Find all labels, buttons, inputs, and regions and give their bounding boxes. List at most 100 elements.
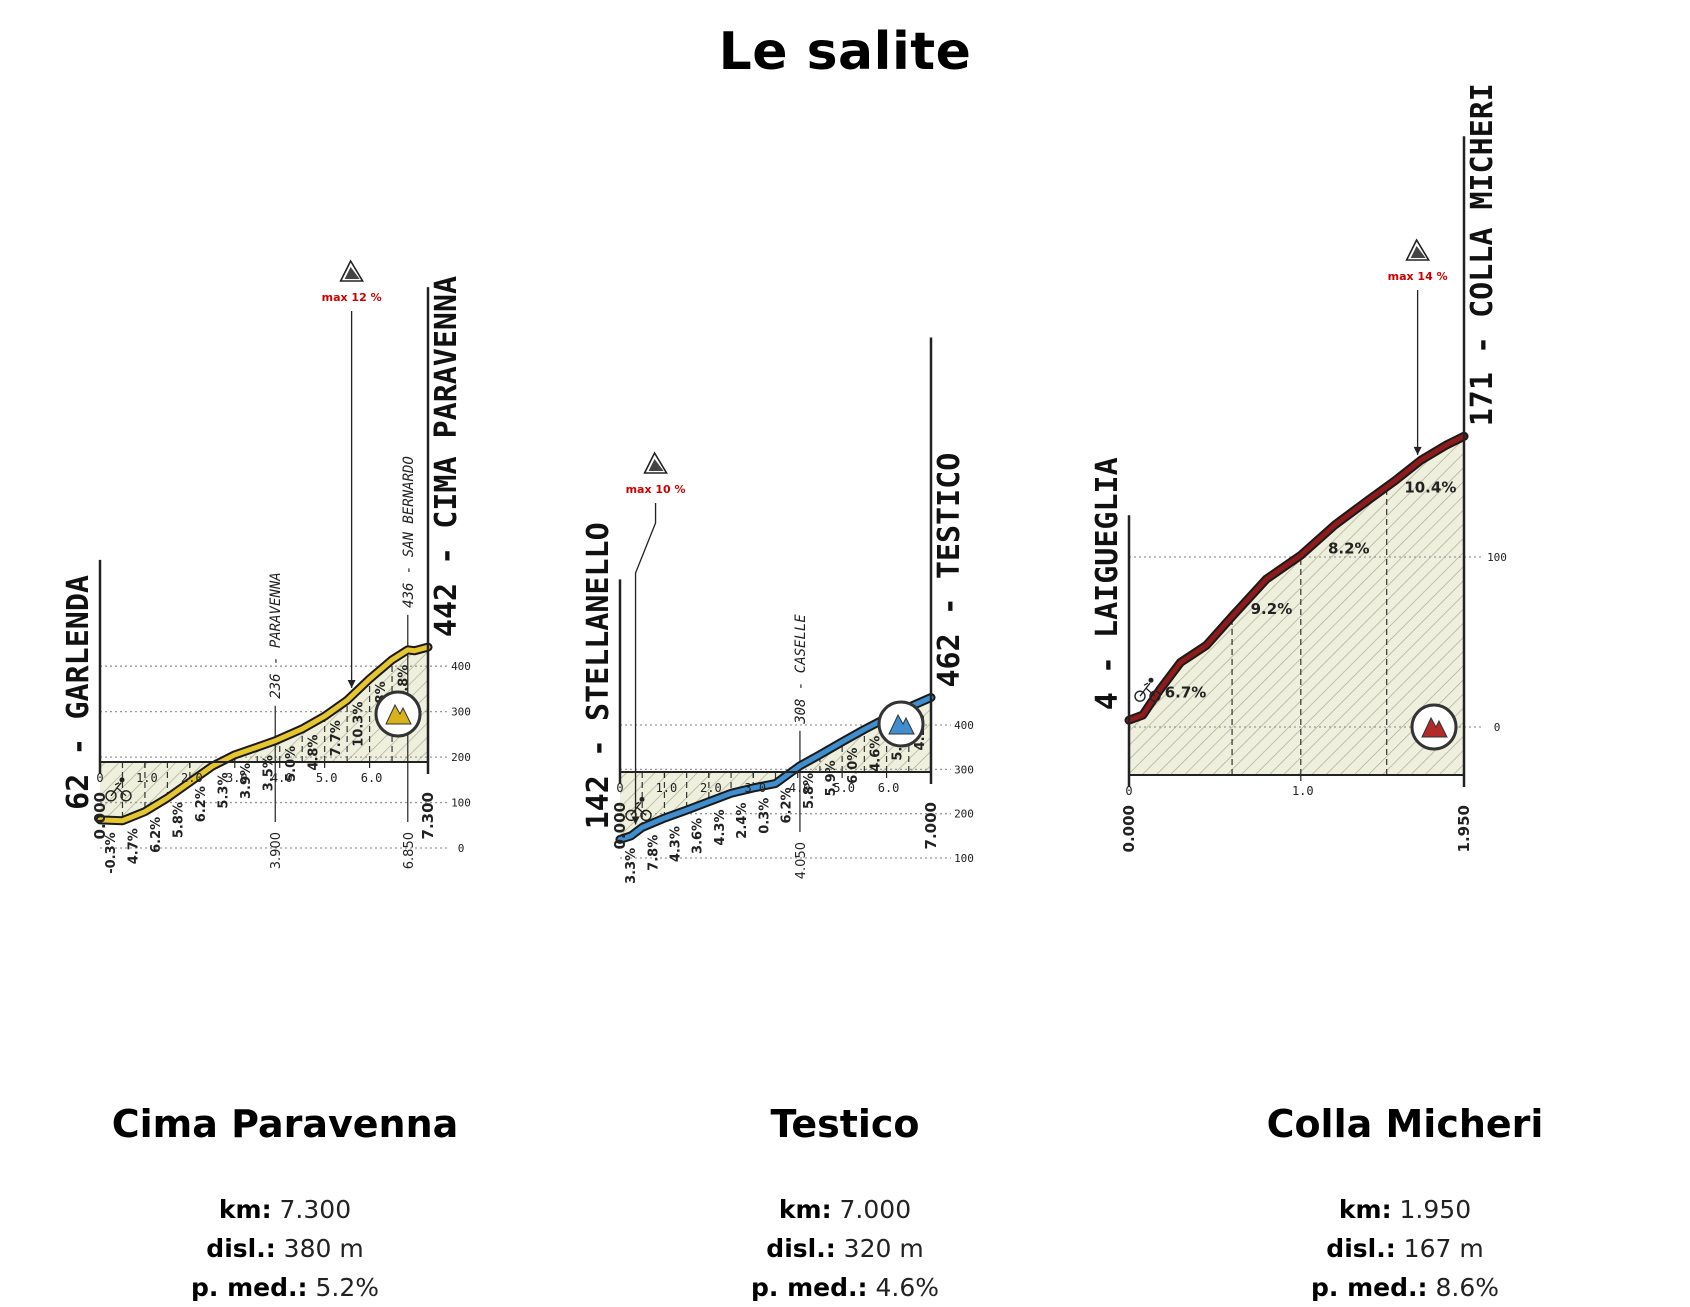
badge-mountain [888,713,915,735]
segment-grade-label: 10.4% [1404,479,1456,497]
climb-name: Testico [770,1102,920,1146]
category-badge-icon [877,700,925,748]
profile-line [97,644,431,824]
x-tick-label: 0 [616,781,623,795]
x-tick-label: 2.0 [181,771,203,785]
elevation-tick-label: 100 [1487,551,1507,564]
stat-pmed-label: p. med.: [1311,1273,1428,1302]
end-place-label: 462 - TESTICO [932,453,967,688]
bicycle-wheel [1149,690,1161,702]
bicycle-icon [1134,677,1161,702]
profile-area [100,647,428,821]
km-start-label: 0.000 [91,792,109,839]
climb-name: Cima Paravenna [111,1102,459,1146]
stat-pmed: p. med.: 5.2% [30,1268,540,1307]
bicycle-wheel [105,790,117,802]
elevation-tick-label: 100 [954,852,974,865]
page-title: Le salite [718,22,972,82]
waypoint-label: 236 - PARAVENNA [268,572,284,698]
stat-pmed-label: p. med.: [751,1273,868,1302]
max-grade-marker: max 10 % [626,451,686,496]
elevation-tick-label: 400 [451,660,471,673]
segment-grade-label: -0.3% [104,832,119,873]
segment-grade-label: 7.7% [329,720,344,756]
segment-grade-label: 7.8% [646,835,661,871]
cyclist-head [1148,677,1154,683]
profile-area [1129,436,1464,775]
climb-stats: km: 1.950 disl.: 167 m p. med.: 8.6% [1150,1190,1660,1307]
arrow-head [1413,446,1422,455]
profile-line [1126,433,1467,723]
arrow-head [631,816,640,825]
stat-km-value: 7.000 [839,1195,912,1224]
waypoint-km-label: 4.050 [794,842,809,879]
km-end-label: 1.950 [1455,805,1473,852]
waypoint-label: 308 - CASELLE [793,614,809,725]
bicycle-wheel [640,809,652,822]
stat-disl-label: disl.: [1326,1234,1396,1263]
stat-disl: disl.: 320 m [590,1229,1100,1268]
elevation-tick-label: 200 [954,808,974,821]
segment-grade-label: 5.0% [284,746,299,782]
arrow-head [347,680,356,689]
elevation-profile-chart: 100 200 300 400 3.3% 7.8% 4.3% 3.6% 4.3% 2.4% 0.3%… [581,337,974,884]
max-grade-arrow [634,503,657,825]
stat-km-value: 7.300 [279,1195,352,1224]
x-tick-label: 5.0 [833,781,855,795]
x-tick-label: 2.0 [700,781,722,795]
badge-mountain [385,703,412,725]
segment-grade-label: 6.7% [1165,683,1207,701]
segment-grade-label: 8.2% [1328,539,1370,557]
start-place-label: 62 - GARLENDA [61,575,96,810]
max-grade-label: max 10 % [626,483,686,496]
waypoint-km-label: 3.900 [269,832,284,869]
km-start-label: 0.000 [1120,805,1138,852]
start-place-label: 142 - STELLANELLO [581,522,616,829]
elevation-tick-label: 300 [451,706,471,719]
bicycle-frame [110,782,127,797]
km-end-label: 7.000 [922,802,940,849]
stat-km: km: 7.000 [590,1190,1100,1229]
x-tick-label: 6.0 [878,781,900,795]
elevation-tick-label: 400 [954,719,974,732]
mountain-fill [344,267,360,279]
stat-disl-label: disl.: [206,1234,276,1263]
stat-disl-value: 167 m [1403,1234,1484,1263]
segment-grade-label: 2.4% [735,803,750,839]
x-tick-label: 0 [1125,784,1132,798]
bicycle-icon [105,777,132,802]
mountain-fill [648,459,664,471]
segment-grade-label: 6.2% [194,786,209,822]
x-tick-label: 1.0 [1292,784,1314,798]
x-tick-label: 3.0 [226,771,248,785]
segment-grade-label: 3.9% [239,763,254,799]
elevation-tick-label: 0 [458,842,465,855]
segment-grade-label: 6.0% [846,748,861,784]
profile-line [617,695,934,842]
segment-grade-label: 0.3% [757,798,772,834]
stat-pmed: p. med.: 8.6% [1150,1268,1660,1307]
x-tick-label: 0 [96,771,103,785]
climb-panel-testico: 100 200 300 400 3.3% 7.8% 4.3% 3.6% 4.3% 2.4% 0.3%… [581,130,1100,1302]
stat-pmed-value: 8.6% [1435,1273,1499,1302]
stat-pmed-label: p. med.: [191,1273,308,1302]
stat-km: km: 1.950 [1150,1190,1660,1229]
km-end-label: 7.300 [419,792,437,839]
elevation-profile-chart: 0 100 6.7% 9.2% 8.2% 10.4% 0 1.0 0.000 1.950 4 - L… [1090,83,1507,852]
x-tick-label: 3.0 [744,781,766,795]
stat-km-label: km: [218,1195,272,1224]
segment-grade-label: 10.3% [351,702,366,747]
elevation-tick-label: 200 [451,751,471,764]
elevation-tick-label: 300 [954,763,974,776]
waypoint-km-label: 6.850 [402,832,417,869]
segment-grade-label: 4.8% [306,735,321,771]
stat-disl: disl.: 380 m [30,1229,540,1268]
bicycle-frame [1139,682,1156,697]
climb-name: Colla Micheri [1266,1102,1544,1146]
x-tick-label: 5.0 [316,771,338,785]
max-grade-marker: max 14 % [1388,238,1448,283]
x-tick-label: 1.0 [136,771,158,785]
cyclist-head [119,777,125,783]
start-place-label: 4 - LAIGUEGLIA [1090,457,1125,710]
